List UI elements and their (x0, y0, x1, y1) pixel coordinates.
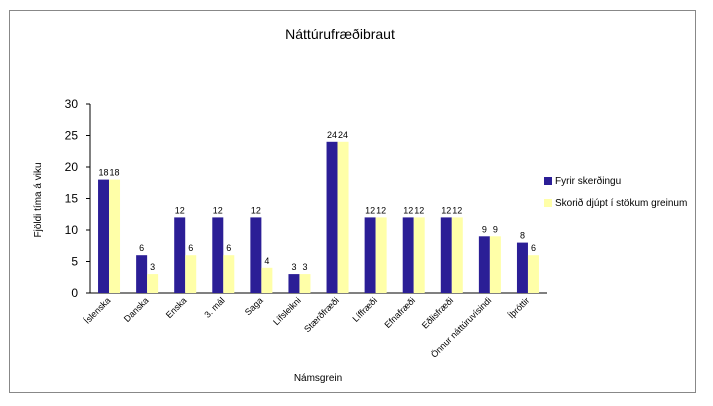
bar-series-2 (337, 141, 349, 293)
bar-series-2 (299, 274, 311, 293)
x-tick-label: 3. mál (202, 295, 226, 319)
data-label-series-2: 12 (452, 205, 462, 215)
data-label-series-2: 12 (414, 205, 424, 215)
bar-series-1 (212, 217, 224, 293)
data-label-series-2: 4 (264, 256, 269, 266)
bar-series-2 (451, 217, 463, 293)
data-label-series-1: 12 (403, 205, 413, 215)
bar-series-1 (288, 274, 300, 293)
data-label-series-1: 12 (365, 205, 375, 215)
bar-series-2 (489, 236, 501, 293)
bar-series-2 (261, 267, 273, 293)
x-tick-label: Líffræði (351, 295, 380, 324)
data-label-series-2: 3 (302, 262, 307, 272)
data-label-series-2: 6 (531, 243, 536, 253)
data-label-series-1: 12 (251, 205, 261, 215)
x-tick-label: Saga (243, 295, 265, 317)
bar-series-2 (375, 217, 387, 293)
legend-swatch-series-1 (544, 177, 552, 185)
data-label-series-2: 18 (110, 168, 120, 178)
y-axis-title: Fjöldi tíma á viku (33, 162, 44, 237)
legend-swatch-series-2 (544, 199, 552, 207)
data-label-series-1: 12 (213, 205, 223, 215)
bars (98, 141, 539, 293)
data-label-series-1: 6 (139, 243, 144, 253)
x-tick-label: Stærðfræði (302, 295, 341, 334)
y-ticks: 0 5 10 15 20 25 30 (65, 97, 90, 300)
bar-series-2 (223, 255, 235, 293)
bar-series-2 (147, 274, 159, 293)
data-label-series-1: 12 (175, 205, 185, 215)
bar-series-1 (364, 217, 376, 293)
y-tick-label: 5 (71, 255, 78, 269)
bar-series-1 (440, 217, 452, 293)
data-label-series-2: 9 (493, 224, 498, 234)
bar-series-1 (98, 179, 110, 293)
x-tick-label: Íslenska (82, 295, 112, 325)
x-tick-label: Danska (122, 295, 151, 324)
data-label-series-1: 3 (291, 262, 296, 272)
legend-label-series-2: Skorið djúpt í stökum greinum (555, 197, 687, 209)
x-tick-labels: Íslenska Danska Enska 3. mál Saga Lífsleikni S… (82, 295, 531, 359)
x-tick-label: Íþróttir (506, 295, 531, 320)
x-tick-label: Enska (164, 295, 189, 320)
bar-series-1 (250, 217, 262, 293)
y-tick-label: 0 (71, 286, 78, 300)
legend: Fyrir skerðingu Skorið djúpt í stökum gr… (544, 175, 687, 209)
data-label-series-2: 24 (338, 130, 348, 140)
data-label-series-1: 8 (520, 231, 525, 241)
chart-title: Náttúrufræðibraut (285, 26, 395, 42)
x-tick-label: Efnafræði (382, 295, 417, 330)
data-label-series-2: 12 (376, 205, 386, 215)
bar-series-2 (527, 255, 539, 293)
data-label-series-1: 9 (482, 224, 487, 234)
y-tick-label: 20 (65, 160, 79, 174)
data-label-series-2: 3 (150, 262, 155, 272)
x-tick-label: Lífsleikni (271, 295, 303, 327)
y-tick-label: 15 (65, 192, 79, 206)
data-label-series-1: 24 (327, 130, 337, 140)
legend-label-series-1: Fyrir skerðingu (555, 175, 621, 187)
x-axis-title: Námsgrein (294, 373, 342, 384)
y-tick-label: 30 (65, 97, 79, 111)
chart-frame (9, 10, 696, 393)
bar-series-1 (136, 255, 148, 293)
x-tick-label: Eðlisfræði (420, 295, 455, 330)
bar-series-1 (478, 236, 490, 293)
y-tick-label: 10 (65, 223, 79, 237)
bar-series-2 (185, 255, 197, 293)
bar-series-1 (516, 242, 528, 293)
bar-series-1 (174, 217, 186, 293)
bar-series-2 (109, 179, 121, 293)
data-label-series-1: 18 (99, 168, 109, 178)
bar-series-2 (413, 217, 425, 293)
data-label-series-1: 12 (441, 205, 451, 215)
data-label-series-2: 6 (188, 243, 193, 253)
data-label-series-2: 6 (226, 243, 231, 253)
bar-series-1 (402, 217, 414, 293)
y-tick-label: 25 (65, 129, 79, 143)
bar-series-1 (326, 141, 338, 293)
